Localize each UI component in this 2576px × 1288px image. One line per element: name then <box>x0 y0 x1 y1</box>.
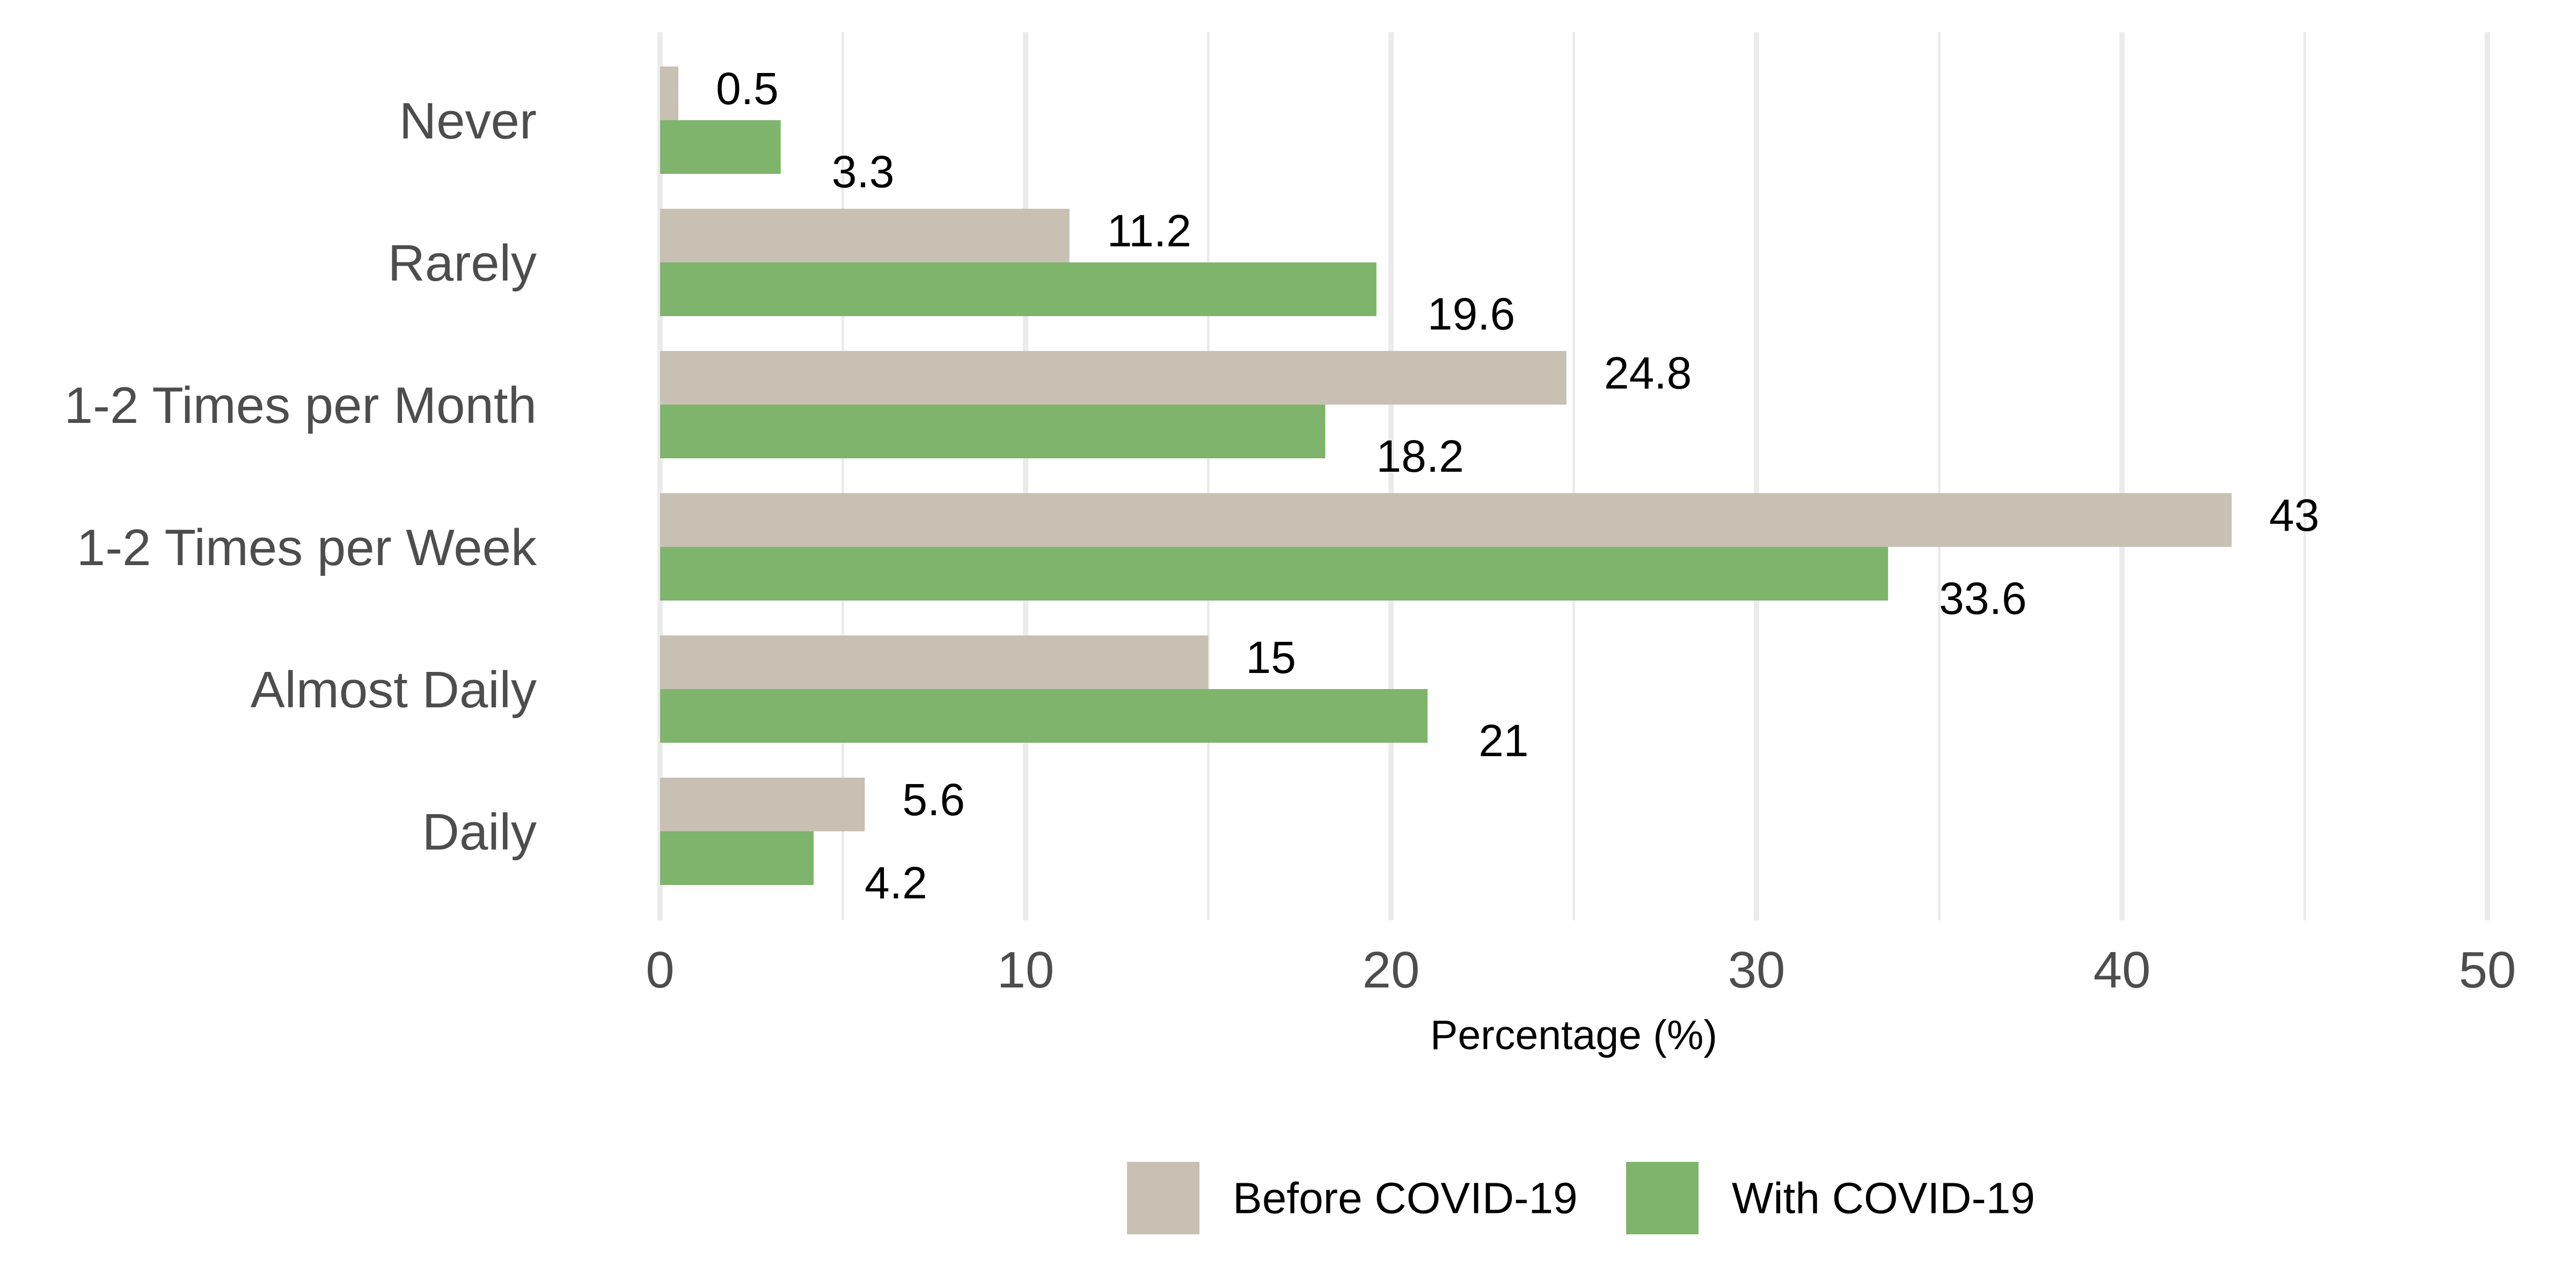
data-label: 4.2 <box>865 858 927 908</box>
bar-before-covid <box>660 493 2232 547</box>
bars-layer <box>660 67 2232 885</box>
bar-with-covid <box>660 547 1889 601</box>
value-labels-layer: 0.5 3.3 11.2 19.6 24.8 18.2 43 33.6 15 21 5.6 4.2 <box>716 63 2319 908</box>
bar-with-covid <box>660 262 1377 316</box>
category-label: 1-2 Times per Month <box>64 377 537 434</box>
data-label: 3.3 <box>832 147 895 197</box>
legend-label: With COVID-19 <box>1732 1174 2035 1223</box>
data-label: 15 <box>1246 632 1296 683</box>
x-tick-label: 30 <box>1728 941 1785 999</box>
category-label: Rarely <box>388 235 537 292</box>
bar-before-covid <box>660 778 865 831</box>
bar-before-covid <box>660 351 1567 405</box>
data-label: 0.5 <box>716 63 779 114</box>
legend: Before COVID-19 With COVID-19 <box>1127 1162 2035 1234</box>
data-label: 24.8 <box>1604 348 1692 398</box>
grid-layer <box>657 32 2490 920</box>
category-label: 1-2 Times per Week <box>77 519 537 576</box>
bar-before-covid <box>660 209 1070 262</box>
data-label: 19.6 <box>1428 289 1516 339</box>
bar-before-covid <box>660 635 1209 689</box>
category-label: Never <box>399 92 537 150</box>
bar-with-covid <box>660 405 1326 458</box>
data-label: 5.6 <box>902 774 965 825</box>
category-label: Almost Daily <box>251 661 537 719</box>
category-labels-layer: Never Rarely 1-2 Times per Month 1-2 Times … <box>64 92 537 861</box>
legend-key <box>1127 1162 1199 1234</box>
legend-key <box>1626 1162 1699 1234</box>
x-tick-label: 20 <box>1363 941 1420 999</box>
data-label: 43 <box>2269 490 2319 540</box>
x-tick-label: 0 <box>646 941 674 999</box>
bar-before-covid <box>660 67 679 120</box>
bar-with-covid <box>660 831 814 885</box>
data-label: 18.2 <box>1376 431 1464 481</box>
x-tick-label: 40 <box>2094 941 2151 999</box>
x-tick-label: 50 <box>2459 941 2516 999</box>
x-axis-title: Percentage (%) <box>1430 1012 1717 1058</box>
tick-labels-layer: 0 10 20 30 40 50 <box>646 941 2516 999</box>
bar-with-covid <box>660 120 781 174</box>
data-label: 33.6 <box>1939 573 2027 624</box>
data-label: 11.2 <box>1107 206 1191 256</box>
bar-with-covid <box>660 689 1428 743</box>
data-label: 21 <box>1479 715 1528 766</box>
category-label: Daily <box>422 803 537 861</box>
x-tick-label: 10 <box>997 941 1055 999</box>
legend-label: Before COVID-19 <box>1233 1174 1578 1223</box>
